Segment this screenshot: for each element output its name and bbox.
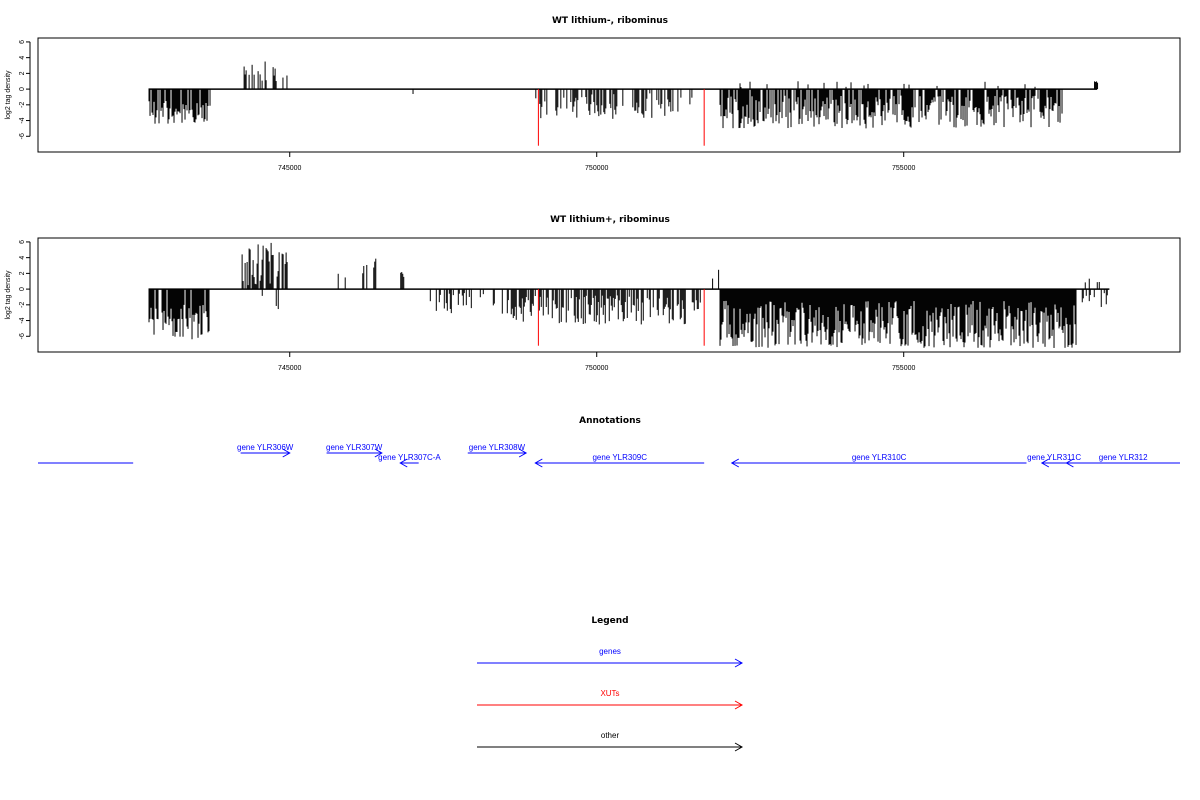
y-tick-label: 2 — [19, 71, 26, 75]
x-tick-label: 755000 — [892, 365, 915, 372]
y-tick-label: -6 — [19, 133, 26, 139]
arrow-head — [730, 458, 740, 468]
legend-item-other: other — [477, 731, 744, 752]
gene-label: gene YLR307W — [326, 443, 383, 452]
x-tick-label: 745000 — [278, 165, 301, 172]
y-axis-label: log2 tag density — [5, 70, 12, 120]
gene-label: gene YLR312 — [1099, 453, 1148, 462]
gene-arrow: gene YLR308W — [467, 443, 528, 458]
gene-label: gene YLR307C-A — [378, 453, 441, 462]
y-axis: 6 4 2 0 -2 -4 -6 — [19, 240, 31, 339]
y-tick-label: 6 — [19, 240, 26, 244]
arrow-head — [399, 458, 408, 468]
y-tick-label: -6 — [19, 333, 26, 339]
y-axis: 6 4 2 0 -2 -4 -6 — [19, 40, 31, 139]
legend-label: XUTs — [600, 689, 619, 698]
plot-frame — [37, 237, 1181, 353]
arrow-head — [1065, 458, 1074, 468]
arrow-head — [374, 448, 383, 458]
y-tick-label: 2 — [19, 271, 26, 275]
legend-title: Legend — [591, 616, 628, 626]
arrow-head — [534, 458, 543, 468]
arrow-head — [518, 448, 528, 458]
x-tick-label: 755000 — [892, 165, 915, 172]
gene-arrow: gene YLR309C — [534, 453, 705, 468]
panel-title: WT lithium-, ribominus — [552, 16, 668, 26]
legend-item-gene: genes — [477, 647, 744, 668]
y-axis-label: log2 tag density — [5, 270, 12, 320]
y-tick-label: 4 — [19, 56, 26, 60]
gene-arrow: gene YLR307C-A — [378, 453, 441, 468]
signal-bars — [148, 61, 1099, 129]
y-tick-label: -4 — [19, 117, 26, 123]
x-tick-label: 750000 — [585, 365, 608, 372]
track-panel-lithium-minus: WT lithium-, ribominus log2 tag density … — [5, 16, 1181, 172]
xut-markers — [537, 289, 705, 346]
gene-label: gene YLR311C — [1027, 453, 1081, 462]
y-tick-label: -4 — [19, 317, 26, 323]
gene-arrow: gene YLR312 — [1065, 453, 1180, 468]
gene-arrow: gene YLR307W — [326, 443, 383, 458]
x-axis: 745000 750000 755000 — [278, 152, 915, 172]
x-axis: 745000 750000 755000 — [278, 352, 915, 372]
y-tick-label: 0 — [19, 287, 26, 291]
legend-items: genes XUTs other — [477, 647, 744, 752]
y-tick-label: 6 — [19, 40, 26, 44]
gene-arrow: gene YLR306W — [237, 443, 294, 458]
y-tick-label: 0 — [19, 87, 26, 91]
y-tick-label: -2 — [19, 302, 26, 308]
gene-arrow: gene YLR310C — [730, 453, 1027, 468]
gene-label: gene YLR306W — [237, 443, 294, 452]
xut-markers — [537, 89, 705, 146]
annotations-title: Annotations — [579, 416, 641, 426]
arrow-head — [734, 658, 744, 668]
y-tick-label: 4 — [19, 256, 26, 260]
arrow-head — [1040, 458, 1050, 468]
gene-arrow: gene YLR311C — [1027, 453, 1081, 468]
signal-bars — [148, 242, 1108, 348]
y-tick-label: -2 — [19, 102, 26, 108]
legend-label: other — [601, 731, 620, 740]
x-tick-label: 745000 — [278, 365, 301, 372]
panel-title: WT lithium+, ribominus — [550, 215, 670, 225]
x-tick-label: 750000 — [585, 165, 608, 172]
track-panel-lithium-plus: WT lithium+, ribominus log2 tag density … — [5, 215, 1181, 372]
gene-label: gene YLR308W — [469, 443, 526, 452]
legend: Legend genes XUTs other — [477, 616, 744, 752]
plot-frame — [37, 37, 1181, 153]
gene-label: gene YLR309C — [592, 453, 647, 462]
legend-item-xut: XUTs — [477, 689, 744, 710]
arrow-head — [734, 700, 744, 710]
legend-label: genes — [599, 647, 621, 656]
arrow-head — [282, 448, 291, 458]
annotations-track: Annotations gene YLR306W gene YLR307Wgene… — [38, 416, 1180, 468]
gene-label: gene YLR310C — [852, 453, 907, 462]
arrow-head — [734, 742, 744, 752]
